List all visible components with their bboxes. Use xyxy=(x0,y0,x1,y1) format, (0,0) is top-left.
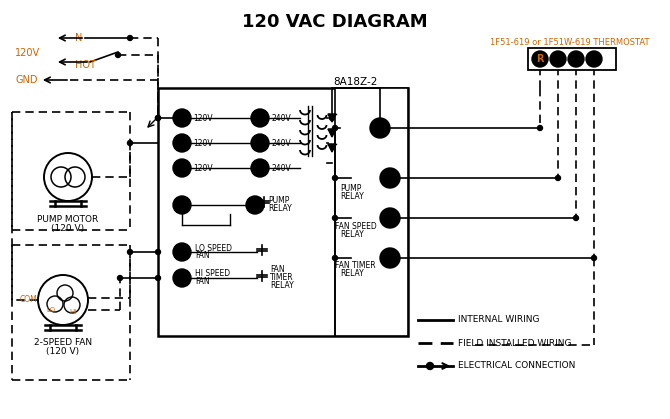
Bar xyxy=(158,88,408,336)
Text: G: G xyxy=(590,54,598,64)
Circle shape xyxy=(555,176,561,181)
Text: FAN: FAN xyxy=(195,277,210,287)
Text: PUMP: PUMP xyxy=(340,184,361,192)
Text: LO SPEED: LO SPEED xyxy=(195,243,232,253)
Circle shape xyxy=(251,134,269,152)
Circle shape xyxy=(532,51,548,67)
Polygon shape xyxy=(328,144,336,152)
Text: LO: LO xyxy=(46,307,56,313)
Text: 120V: 120V xyxy=(193,139,212,147)
Text: N: N xyxy=(178,114,186,122)
Circle shape xyxy=(586,51,602,67)
Circle shape xyxy=(155,116,161,121)
Text: F2: F2 xyxy=(254,163,266,173)
Circle shape xyxy=(173,269,191,287)
Text: 120V: 120V xyxy=(193,114,212,122)
Text: PUMP MOTOR: PUMP MOTOR xyxy=(38,215,98,224)
Text: Y: Y xyxy=(386,213,394,223)
Text: 120V: 120V xyxy=(15,48,40,58)
Text: L1: L1 xyxy=(176,201,188,210)
Polygon shape xyxy=(328,129,336,137)
Text: FAN: FAN xyxy=(195,251,210,261)
Text: P2: P2 xyxy=(176,139,188,147)
Text: FAN SPEED: FAN SPEED xyxy=(335,222,377,230)
Text: TIMER: TIMER xyxy=(270,274,293,282)
Text: HOT: HOT xyxy=(75,60,96,70)
Text: 120V: 120V xyxy=(193,163,212,173)
Circle shape xyxy=(332,176,338,181)
Text: 8A18Z-2: 8A18Z-2 xyxy=(333,77,377,87)
Circle shape xyxy=(550,51,566,67)
Circle shape xyxy=(568,51,584,67)
Text: W: W xyxy=(384,173,396,183)
Circle shape xyxy=(173,134,191,152)
Circle shape xyxy=(251,159,269,177)
Text: HI SPEED: HI SPEED xyxy=(195,269,230,279)
Text: P1: P1 xyxy=(249,201,261,210)
Circle shape xyxy=(127,249,133,254)
Text: L0: L0 xyxy=(176,248,188,256)
Text: INTERNAL WIRING: INTERNAL WIRING xyxy=(458,316,539,324)
Circle shape xyxy=(251,109,269,127)
Text: COM: COM xyxy=(19,295,37,305)
Text: HI: HI xyxy=(177,274,187,282)
Circle shape xyxy=(574,215,578,220)
Circle shape xyxy=(127,36,133,41)
Text: RELAY: RELAY xyxy=(340,191,364,201)
Circle shape xyxy=(115,52,121,57)
Text: RELAY: RELAY xyxy=(340,269,364,279)
Circle shape xyxy=(332,215,338,220)
Text: RELAY: RELAY xyxy=(270,282,293,290)
Circle shape xyxy=(332,256,338,261)
Text: ELECTRICAL CONNECTION: ELECTRICAL CONNECTION xyxy=(458,362,576,370)
Circle shape xyxy=(592,256,596,261)
Text: L2: L2 xyxy=(255,114,265,122)
Circle shape xyxy=(173,196,191,214)
Text: N: N xyxy=(75,33,82,43)
Circle shape xyxy=(380,168,400,188)
Text: FIELD INSTALLED WIRING: FIELD INSTALLED WIRING xyxy=(458,339,572,347)
Text: G: G xyxy=(385,253,395,263)
Text: 240V: 240V xyxy=(271,163,291,173)
Text: 1F51-619 or 1F51W-619 THERMOSTAT: 1F51-619 or 1F51W-619 THERMOSTAT xyxy=(490,37,650,47)
Text: 120 VAC DIAGRAM: 120 VAC DIAGRAM xyxy=(242,13,428,31)
Text: FAN: FAN xyxy=(270,266,285,274)
Text: W: W xyxy=(553,54,563,64)
Text: 240V: 240V xyxy=(271,139,291,147)
Circle shape xyxy=(246,196,264,214)
Circle shape xyxy=(537,126,543,130)
Circle shape xyxy=(173,159,191,177)
Circle shape xyxy=(380,208,400,228)
Text: GND: GND xyxy=(15,75,38,85)
Circle shape xyxy=(127,140,133,145)
Text: R: R xyxy=(536,54,544,64)
Bar xyxy=(335,88,408,336)
Text: Y: Y xyxy=(572,54,580,64)
Text: RELAY: RELAY xyxy=(340,230,364,238)
Circle shape xyxy=(380,248,400,268)
Circle shape xyxy=(155,249,161,254)
Circle shape xyxy=(155,116,161,121)
Text: FAN TIMER: FAN TIMER xyxy=(335,261,376,271)
Text: F2: F2 xyxy=(176,163,188,173)
Text: P2: P2 xyxy=(254,139,266,147)
Circle shape xyxy=(155,276,161,280)
Text: (120 V): (120 V) xyxy=(52,224,84,233)
Polygon shape xyxy=(328,114,336,122)
Text: 240V: 240V xyxy=(271,114,291,122)
Text: R: R xyxy=(376,123,385,133)
Circle shape xyxy=(173,243,191,261)
Text: RELAY: RELAY xyxy=(268,204,291,212)
Circle shape xyxy=(117,276,123,280)
Circle shape xyxy=(427,362,433,370)
Circle shape xyxy=(173,109,191,127)
Circle shape xyxy=(332,126,338,130)
Text: PUMP: PUMP xyxy=(268,196,289,204)
Text: 2-SPEED FAN: 2-SPEED FAN xyxy=(34,338,92,347)
Text: (120 V): (120 V) xyxy=(46,347,80,356)
Circle shape xyxy=(370,118,390,138)
Text: HI: HI xyxy=(70,309,76,315)
Bar xyxy=(528,48,616,70)
Circle shape xyxy=(330,116,334,121)
